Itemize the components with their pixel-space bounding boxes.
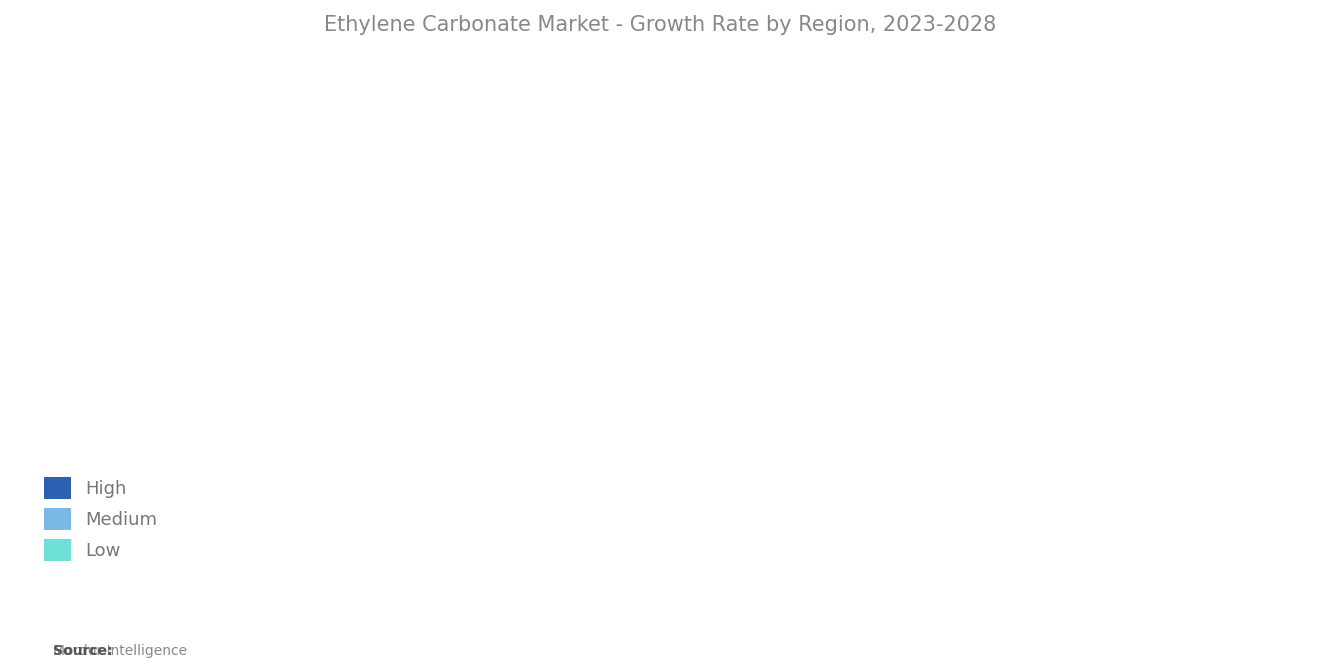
Legend: High, Medium, Low: High, Medium, Low	[37, 470, 165, 569]
Text: Source:: Source:	[53, 644, 123, 658]
Text: Mordor Intelligence: Mordor Intelligence	[53, 644, 187, 658]
Title: Ethylene Carbonate Market - Growth Rate by Region, 2023-2028: Ethylene Carbonate Market - Growth Rate …	[323, 15, 997, 35]
